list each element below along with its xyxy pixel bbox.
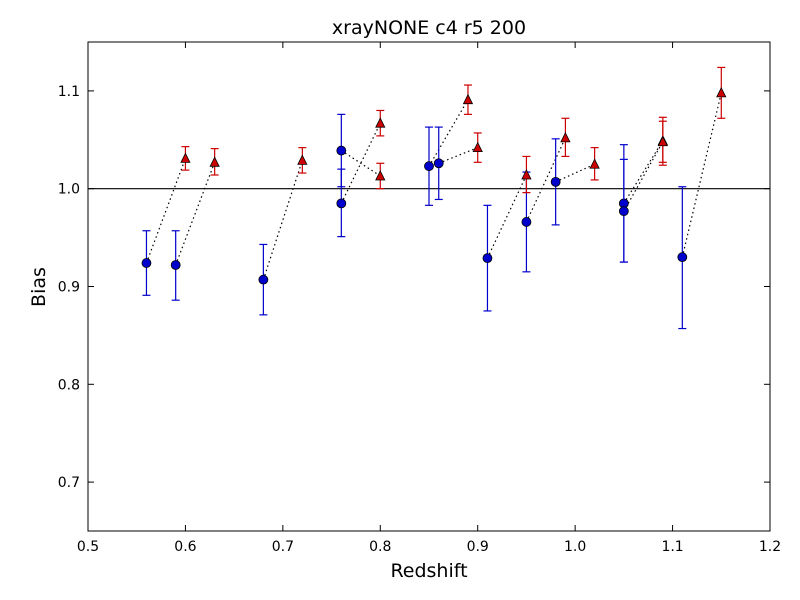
circle-point xyxy=(141,258,152,268)
x-tick-label: 1.2 xyxy=(759,539,781,555)
connector-line xyxy=(555,163,595,183)
y-tick-label: 1.0 xyxy=(58,182,80,198)
x-tick-label: 1.1 xyxy=(661,539,683,555)
triangle-point xyxy=(472,141,483,153)
y-tick-label: 0.8 xyxy=(58,377,80,393)
y-axis-label: Bias xyxy=(28,267,50,307)
circle-point xyxy=(336,198,347,209)
circle-point xyxy=(336,145,347,156)
circle-point xyxy=(482,253,493,264)
y-tick-label: 0.9 xyxy=(58,280,80,296)
triangle-point xyxy=(375,170,386,181)
x-axis-label: Redshift xyxy=(390,560,467,582)
connector-line xyxy=(681,92,722,258)
x-tick-label: 0.5 xyxy=(77,539,99,555)
triangle-point xyxy=(560,131,571,143)
triangle-point xyxy=(521,169,532,180)
x-tick-label: 0.9 xyxy=(467,539,489,555)
connector-line xyxy=(623,141,664,212)
connector-line xyxy=(340,150,381,177)
circle-point xyxy=(677,252,688,263)
chart-title: xrayNONE c4 r5 200 xyxy=(332,17,526,39)
connector-line xyxy=(340,122,381,204)
connector-line xyxy=(486,174,527,259)
connector-line xyxy=(428,99,469,167)
plot-area xyxy=(88,66,770,330)
circle-point xyxy=(618,206,629,217)
triangle-point xyxy=(716,86,727,98)
plot-frame xyxy=(87,41,771,532)
circle-point xyxy=(424,161,434,172)
connector-line xyxy=(145,158,186,264)
triangle-point xyxy=(375,117,386,128)
connector-line xyxy=(262,160,303,280)
circle-point xyxy=(433,158,444,169)
triangle-point xyxy=(209,156,220,167)
triangle-point xyxy=(180,152,191,163)
x-tick-label: 0.6 xyxy=(174,539,196,555)
axes-ticks: 0.5 0.6 0.7 0.8 0.9 1.0 1.1 1.2 0.7 0.8 0.9 1.0 1.1 xyxy=(58,42,781,555)
circle-point xyxy=(170,260,181,270)
circle-point xyxy=(550,176,561,187)
x-tick-label: 1.0 xyxy=(564,539,586,555)
x-tick-label: 0.7 xyxy=(272,539,294,555)
circle-point xyxy=(258,274,269,285)
y-tick-label: 0.7 xyxy=(58,475,80,491)
y-tick-label: 1.1 xyxy=(58,84,80,100)
connector-line xyxy=(438,147,478,164)
triangle-point xyxy=(589,158,600,169)
x-tick-label: 0.8 xyxy=(369,539,391,555)
triangle-point xyxy=(297,154,308,165)
triangle-point xyxy=(657,135,668,147)
connector-line xyxy=(623,140,664,204)
connector-line xyxy=(175,162,216,266)
triangle-point xyxy=(462,93,474,105)
connector-line xyxy=(525,137,566,223)
circle-point xyxy=(521,217,532,227)
